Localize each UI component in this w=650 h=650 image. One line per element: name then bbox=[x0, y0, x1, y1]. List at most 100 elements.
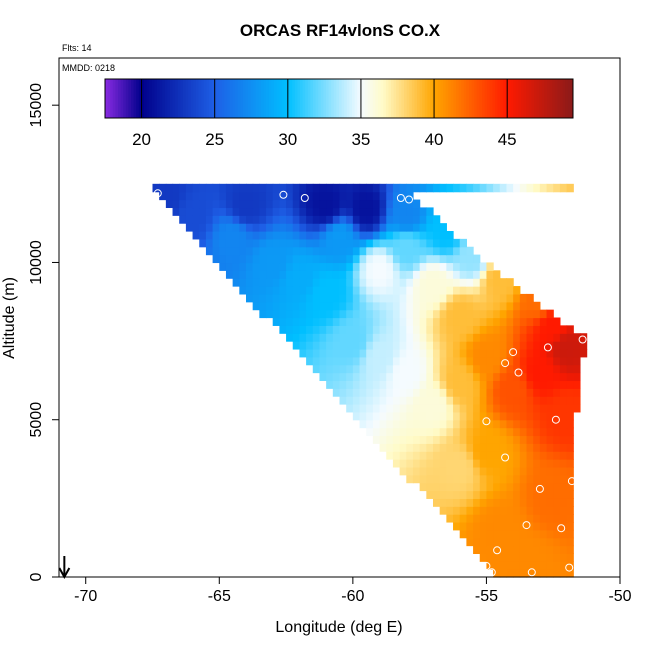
heatmap-cell bbox=[519, 388, 528, 397]
heatmap-cell bbox=[473, 498, 481, 507]
heatmap-cell bbox=[526, 545, 534, 555]
heatmap-cell bbox=[266, 223, 274, 232]
heatmap-cell bbox=[553, 490, 561, 499]
heatmap-cell bbox=[326, 207, 334, 216]
heatmap-cell bbox=[299, 309, 307, 319]
heatmap-cell bbox=[459, 293, 467, 303]
heatmap-cell bbox=[513, 396, 521, 405]
heatmap-cell bbox=[332, 207, 341, 216]
heatmap-cell bbox=[499, 183, 508, 193]
heatmap-cell bbox=[439, 451, 447, 460]
heatmap-cell bbox=[419, 372, 427, 382]
heatmap-cell bbox=[399, 309, 407, 319]
heatmap-cell bbox=[513, 521, 521, 531]
colorbar-segment bbox=[289, 79, 293, 118]
heatmap-cell bbox=[332, 246, 341, 256]
colorbar-segment bbox=[159, 79, 163, 118]
heatmap-cell bbox=[359, 333, 367, 342]
heatmap-cell bbox=[326, 364, 334, 374]
heatmap-cell bbox=[553, 388, 561, 397]
heatmap-cell bbox=[292, 207, 301, 216]
heatmap-cell bbox=[386, 207, 394, 216]
heatmap-cell bbox=[252, 301, 260, 311]
heatmap-cell bbox=[479, 286, 488, 295]
heatmap-cell bbox=[433, 466, 441, 476]
colorbar-segment bbox=[430, 79, 434, 118]
heatmap-cell bbox=[219, 191, 227, 201]
heatmap-cell bbox=[372, 309, 381, 319]
heatmap-cell bbox=[499, 427, 508, 437]
colorbar-segment bbox=[560, 79, 564, 118]
heatmap-cell bbox=[479, 459, 488, 468]
heatmap-cell bbox=[205, 183, 214, 193]
heatmap-cell bbox=[466, 286, 474, 295]
heatmap-cell bbox=[272, 309, 280, 319]
colorbar-frame bbox=[104, 78, 574, 119]
heatmap-cell bbox=[306, 191, 314, 201]
heatmap-cell bbox=[506, 443, 514, 452]
heatmap-cell bbox=[386, 278, 394, 287]
heatmap-cell bbox=[392, 348, 401, 358]
heatmap-cell bbox=[566, 490, 574, 499]
heatmap-cell bbox=[406, 466, 414, 476]
y-tick-label: 0 bbox=[28, 572, 45, 581]
heatmap-cell bbox=[453, 341, 461, 350]
heatmap-cell bbox=[326, 246, 334, 256]
heatmap-cell bbox=[232, 231, 240, 240]
heatmap-cell bbox=[372, 199, 381, 209]
heatmap-cell bbox=[412, 254, 421, 264]
heatmap-cell bbox=[506, 419, 514, 429]
colorbar-segment bbox=[326, 79, 330, 118]
heatmap-cell bbox=[306, 317, 314, 326]
heatmap-cell bbox=[486, 333, 494, 342]
colorbar-segment bbox=[406, 79, 410, 118]
heatmap-cell bbox=[339, 262, 347, 271]
colorbar: 20 25 30 35 40 45 bbox=[104, 78, 574, 149]
heatmap-cell bbox=[346, 301, 354, 311]
heatmap-cell bbox=[399, 286, 407, 295]
heatmap-cell bbox=[519, 372, 528, 382]
heatmap-cell bbox=[493, 183, 501, 193]
colorbar-segment bbox=[526, 79, 530, 118]
heatmap-cell bbox=[292, 278, 301, 287]
heatmap-cell bbox=[473, 356, 481, 366]
heatmap-cell bbox=[292, 262, 301, 271]
heatmap-cell bbox=[219, 231, 227, 240]
heatmap-cell bbox=[546, 545, 554, 555]
colorbar-segment bbox=[128, 79, 132, 118]
heatmap-cell bbox=[346, 309, 354, 319]
heatmap-cell bbox=[339, 254, 347, 264]
heatmap-cell bbox=[566, 466, 574, 476]
x-tick-label: -55 bbox=[475, 588, 498, 605]
flights-label: Flts: 14 bbox=[62, 43, 92, 53]
heatmap-cell bbox=[499, 514, 508, 523]
colorbar-segment bbox=[307, 79, 311, 118]
heatmap-cell bbox=[499, 364, 508, 374]
heatmap-cell bbox=[219, 238, 227, 248]
heatmap-cell bbox=[346, 278, 354, 287]
heatmap-cell bbox=[506, 301, 514, 311]
heatmap-cell bbox=[412, 419, 421, 429]
heatmap-cell bbox=[539, 529, 548, 539]
heatmap-cell bbox=[326, 356, 334, 366]
heatmap-cell bbox=[513, 427, 521, 437]
heatmap-cell bbox=[312, 333, 321, 342]
heatmap-cell bbox=[259, 286, 267, 295]
heatmap-cell bbox=[399, 348, 407, 358]
colorbar-segment bbox=[531, 79, 535, 118]
heatmap-cell bbox=[412, 459, 421, 468]
heatmap-cell bbox=[225, 207, 234, 216]
heatmap-cell bbox=[185, 207, 194, 216]
heatmap-cell bbox=[406, 435, 414, 444]
heatmap-cell bbox=[346, 341, 354, 350]
heatmap-cell bbox=[539, 451, 548, 460]
colorbar-segment bbox=[521, 79, 525, 118]
heatmap-cell bbox=[486, 278, 494, 287]
heatmap-cell bbox=[453, 293, 461, 303]
heatmap-cell bbox=[453, 514, 461, 523]
heatmap-cell bbox=[306, 270, 314, 279]
heatmap-cell bbox=[559, 341, 568, 350]
heatmap-cell bbox=[486, 380, 494, 389]
heatmap-cell bbox=[185, 215, 194, 224]
heatmap-cell bbox=[493, 553, 501, 562]
